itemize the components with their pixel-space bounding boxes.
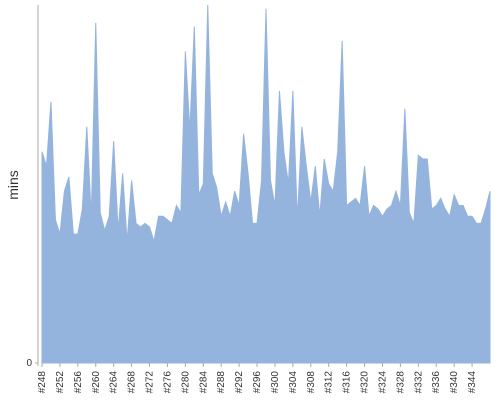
y-tick-label: 0 — [26, 358, 32, 369]
y-axis-label: mins — [5, 170, 21, 200]
x-tick-label: #292 — [234, 371, 245, 394]
x-tick-label: #276 — [162, 371, 173, 394]
x-tick-label: #316 — [342, 371, 353, 394]
x-tick-label: #260 — [91, 371, 102, 394]
x-tick-label: #296 — [252, 371, 263, 394]
x-tick-label: #340 — [449, 371, 460, 394]
x-tick-label: #288 — [216, 371, 227, 394]
x-tick-label: #284 — [198, 371, 209, 394]
x-tick-label: #252 — [55, 371, 66, 394]
x-tick-label: #336 — [431, 371, 442, 394]
x-tick-label: #328 — [395, 371, 406, 394]
x-tick-label: #272 — [145, 371, 156, 394]
x-tick-label: #344 — [467, 371, 478, 394]
x-tick-label: #248 — [37, 371, 48, 394]
x-tick-label: #268 — [127, 371, 138, 394]
x-tick-label: #304 — [288, 371, 299, 394]
x-tick-label: #312 — [324, 371, 335, 394]
x-tick-label: #256 — [73, 371, 84, 394]
x-tick-label: #280 — [180, 371, 191, 394]
area — [41, 4, 491, 364]
x-tick-label: #308 — [306, 371, 317, 394]
x-tick-label: #264 — [109, 371, 120, 394]
x-tick-label: #332 — [413, 371, 424, 394]
x-tick-label: #320 — [360, 371, 371, 394]
x-tick-label: #324 — [377, 371, 388, 394]
x-tick-label: #300 — [270, 371, 281, 394]
